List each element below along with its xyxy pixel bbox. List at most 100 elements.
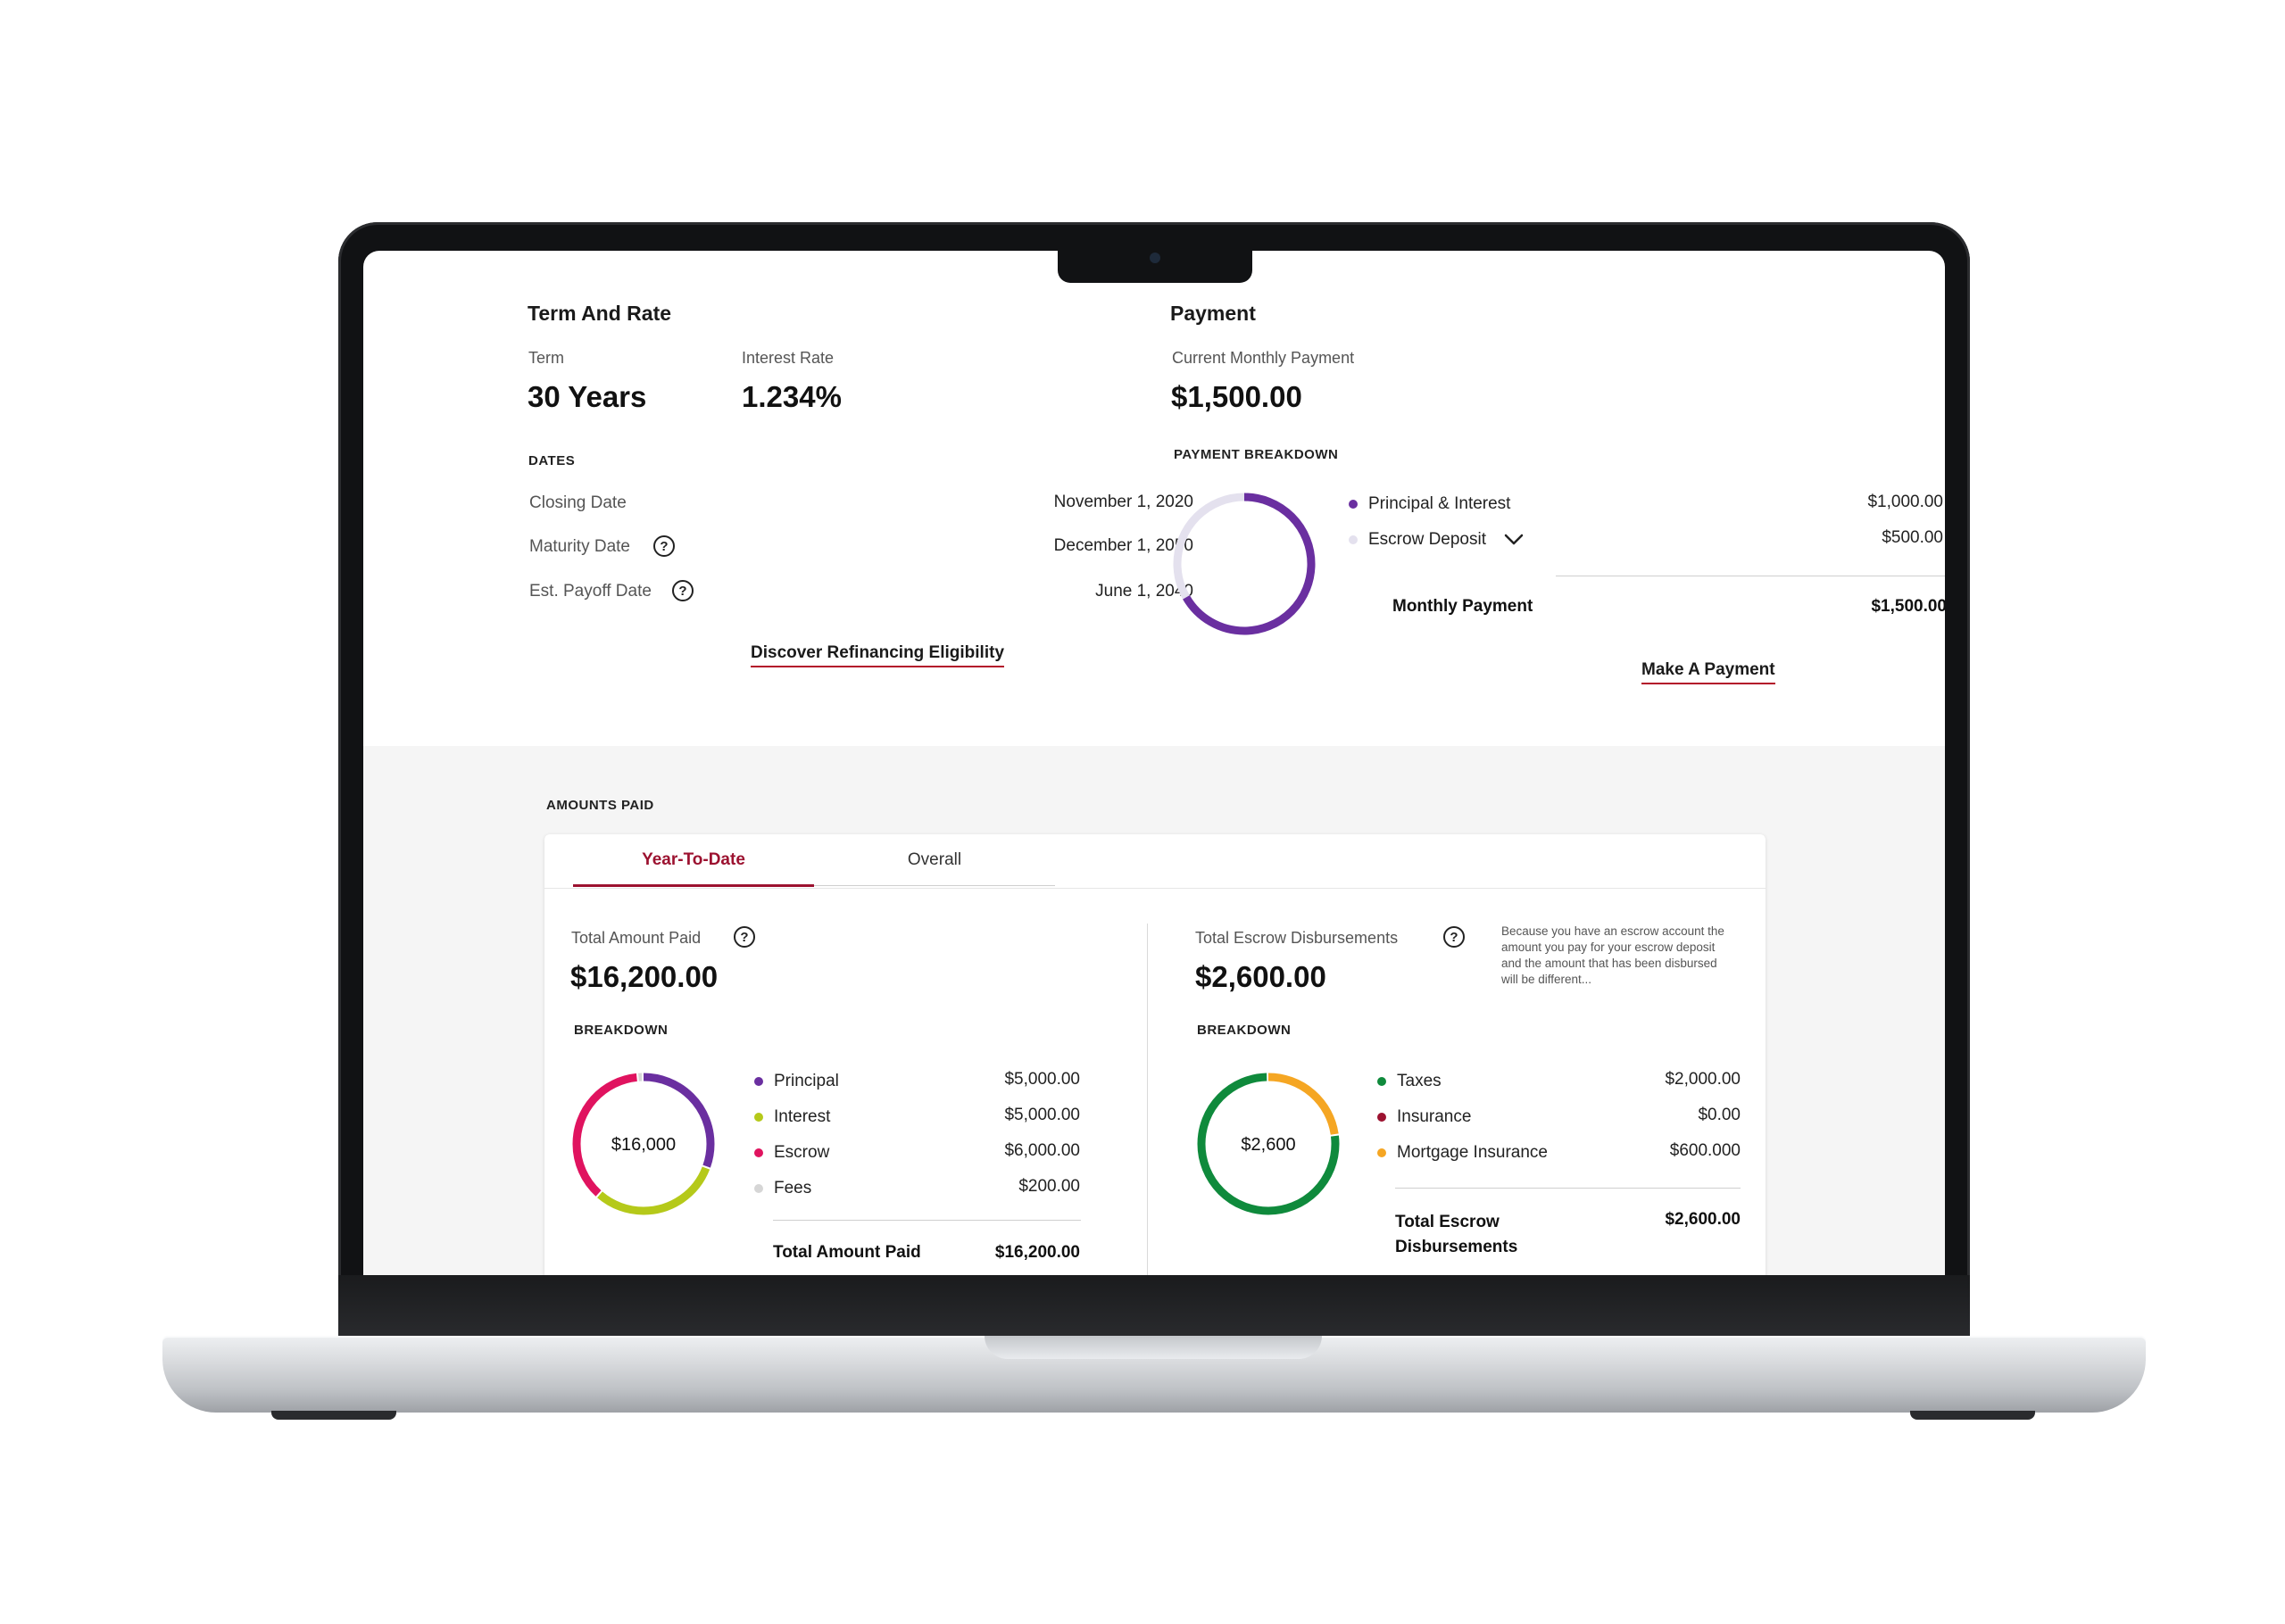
legend-dot bbox=[754, 1184, 763, 1193]
laptop-bottom-bezel bbox=[338, 1275, 1970, 1339]
escrow-disbursements-value: $2,600.00 bbox=[1195, 960, 1326, 993]
donut-segments bbox=[572, 1073, 715, 1215]
donut-segment-principal bbox=[572, 1073, 715, 1215]
interest-rate-label: Interest Rate bbox=[742, 349, 835, 367]
escrow-disbursements-help-icon[interactable]: ? bbox=[1443, 926, 1465, 948]
donut-segment-mortgage-insurance bbox=[1197, 1073, 1340, 1215]
donut-segments bbox=[1197, 1073, 1340, 1215]
amounts-paid-card: Year-To-Date Overall Total Amount Paid ?… bbox=[544, 834, 1766, 1275]
payment-title: Payment bbox=[1170, 302, 1256, 325]
fees-value: $200.00 bbox=[1018, 1177, 1080, 1196]
payment-item-principal-interest: Principal & Interest bbox=[1349, 493, 1510, 516]
legend-dot bbox=[754, 1077, 763, 1086]
escrow-item-mortgage-insurance: Mortgage Insurance bbox=[1377, 1141, 1548, 1164]
monthly-payment-total-value: $1,500.00 bbox=[1871, 597, 1945, 616]
legend-dot bbox=[1377, 1077, 1386, 1086]
camera-icon bbox=[1150, 253, 1160, 263]
chevron-down-icon[interactable] bbox=[1504, 534, 1524, 546]
insurance-value: $0.00 bbox=[1698, 1106, 1741, 1124]
escrow-total-label-line2: Disbursements bbox=[1395, 1238, 1518, 1256]
legend-dot bbox=[1377, 1148, 1386, 1157]
term-label: Term bbox=[528, 349, 564, 367]
current-monthly-payment-label: Current Monthly Payment bbox=[1172, 349, 1355, 367]
legend-label: Escrow Deposit bbox=[1368, 530, 1486, 549]
monthly-payment-total-label: Monthly Payment bbox=[1392, 597, 1533, 616]
payoff-date-value: June 1, 2040 bbox=[1095, 582, 1193, 601]
laptop-foot-left bbox=[271, 1411, 396, 1420]
interest-value: $5,000.00 bbox=[1004, 1106, 1080, 1124]
total-amount-paid-row-value: $16,200.00 bbox=[994, 1243, 1080, 1262]
escrow-total-label-line1: Total Escrow bbox=[1395, 1213, 1500, 1231]
principal-interest-value: $1,000.00 bbox=[1867, 493, 1943, 511]
interest-rate-value: 1.234% bbox=[742, 380, 842, 413]
legend-label: Insurance bbox=[1397, 1107, 1472, 1126]
total-amount-paid-help-icon[interactable]: ? bbox=[734, 926, 755, 948]
tab-overall[interactable]: Overall bbox=[907, 850, 962, 869]
term-value: 30 Years bbox=[528, 380, 647, 413]
donut-segment-principal-interest bbox=[1173, 493, 1316, 635]
legend-dot bbox=[1377, 1113, 1386, 1122]
maturity-date-value: December 1, 2050 bbox=[1053, 536, 1193, 555]
escrow-donut-center: $2,600 bbox=[1241, 1135, 1295, 1155]
dates-heading: DATES bbox=[528, 453, 576, 468]
refinancing-eligibility-link[interactable]: Discover Refinancing Eligibility bbox=[751, 643, 1005, 667]
escrow-divider bbox=[1395, 1188, 1741, 1189]
escrow-deposit-value: $500.00 bbox=[1882, 528, 1943, 547]
total-paid-divider bbox=[773, 1220, 1081, 1221]
tab-year-to-date[interactable]: Year-To-Date bbox=[642, 850, 745, 869]
total-paid-donut: $16,000 bbox=[572, 1073, 715, 1215]
legend-dot bbox=[754, 1148, 763, 1157]
breakdown-item-escrow: Escrow bbox=[754, 1141, 829, 1164]
column-divider bbox=[1147, 924, 1148, 1275]
principal-value: $5,000.00 bbox=[1004, 1070, 1080, 1089]
total-amount-paid-value: $16,200.00 bbox=[570, 960, 719, 993]
term-and-rate-title: Term And Rate bbox=[528, 302, 672, 325]
escrow-note: Because you have an escrow account the a… bbox=[1501, 924, 1724, 986]
breakdown-item-principal: Principal bbox=[754, 1070, 839, 1093]
payoff-date-label: Est. Payoff Date bbox=[529, 582, 652, 601]
active-tab-indicator bbox=[573, 884, 814, 887]
tab-bar-divider bbox=[544, 888, 1766, 889]
legend-label: Interest bbox=[774, 1107, 831, 1126]
payoff-date-help-icon[interactable]: ? bbox=[672, 580, 694, 601]
donut-segment-escrow bbox=[572, 1073, 715, 1215]
mortgage-insurance-value: $600.000 bbox=[1669, 1141, 1741, 1160]
legend-label: Principal & Interest bbox=[1368, 494, 1511, 513]
payment-item-escrow-deposit[interactable]: Escrow Deposit bbox=[1349, 528, 1524, 551]
closing-date-label: Closing Date bbox=[529, 493, 627, 512]
escrow-item-insurance: Insurance bbox=[1377, 1106, 1471, 1129]
legend-label: Mortgage Insurance bbox=[1397, 1143, 1548, 1162]
escrow-item-taxes: Taxes bbox=[1377, 1070, 1442, 1093]
legend-dot bbox=[1349, 500, 1358, 509]
laptop-screen: Term And Rate Term 30 Years Interest Rat… bbox=[363, 251, 1945, 1275]
legend-label: Fees bbox=[774, 1179, 812, 1197]
total-amount-paid-label: Total Amount Paid bbox=[571, 929, 702, 947]
laptop-foot-right bbox=[1910, 1411, 2035, 1420]
maturity-date-label: Maturity Date bbox=[529, 537, 630, 556]
legend-dot bbox=[1349, 535, 1358, 544]
amounts-paid-heading: AMOUNTS PAID bbox=[546, 798, 654, 813]
payment-breakdown-donut bbox=[1173, 493, 1316, 635]
donut-segment-taxes bbox=[1197, 1073, 1340, 1215]
make-a-payment-link[interactable]: Make A Payment bbox=[1641, 660, 1775, 684]
breakdown-item-fees: Fees bbox=[754, 1177, 811, 1200]
escrow-disbursements-label: Total Escrow Disbursements bbox=[1195, 929, 1399, 947]
maturity-date-help-icon[interactable]: ? bbox=[653, 535, 675, 557]
taxes-value: $2,000.00 bbox=[1665, 1070, 1741, 1089]
total-amount-paid-row-label: Total Amount Paid bbox=[773, 1243, 921, 1262]
escrow-donut: $2,600 bbox=[1197, 1073, 1340, 1215]
escrow-breakdown-heading: BREAKDOWN bbox=[1197, 1023, 1292, 1038]
legend-label: Principal bbox=[774, 1072, 839, 1090]
escrow-value: $6,000.00 bbox=[1004, 1141, 1080, 1160]
escrow-total-value: $2,600.00 bbox=[1665, 1210, 1741, 1229]
legend-label: Escrow bbox=[774, 1143, 830, 1162]
tab-underline bbox=[814, 885, 1055, 886]
breakdown-item-interest: Interest bbox=[754, 1106, 830, 1129]
legend-dot bbox=[754, 1113, 763, 1122]
total-paid-donut-center: $16,000 bbox=[611, 1135, 676, 1155]
laptop-opening-groove bbox=[985, 1336, 1322, 1359]
total-paid-breakdown-heading: BREAKDOWN bbox=[574, 1023, 669, 1038]
donut-segment-interest bbox=[572, 1073, 715, 1215]
closing-date-value: November 1, 2020 bbox=[1053, 493, 1193, 511]
payment-breakdown-heading: PAYMENT BREAKDOWN bbox=[1174, 447, 1339, 462]
